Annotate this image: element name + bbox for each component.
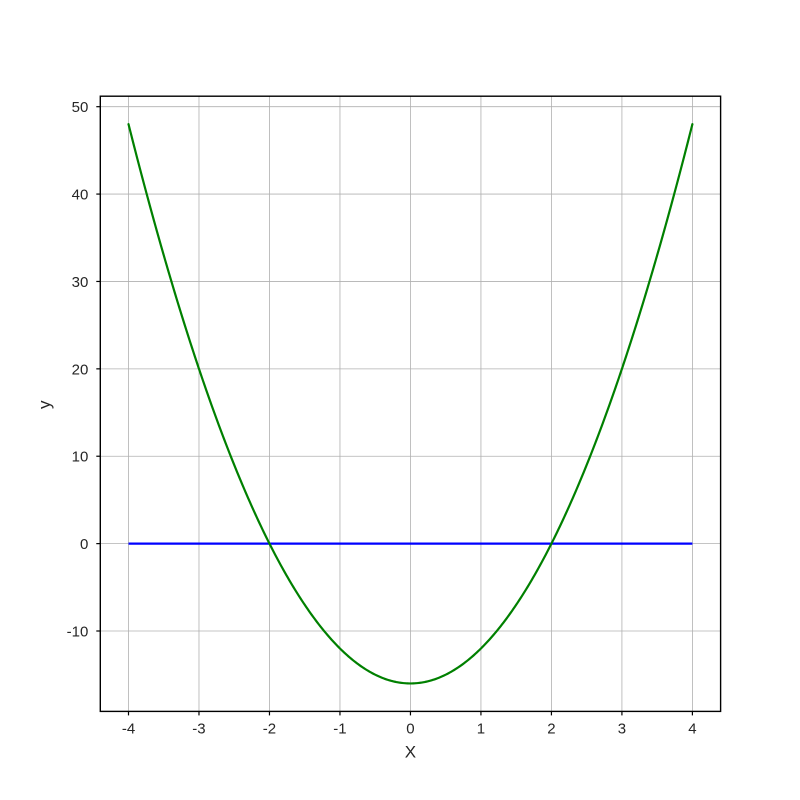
svg-text:0: 0	[80, 536, 88, 553]
svg-text:40: 40	[72, 187, 89, 204]
svg-text:y: y	[35, 400, 54, 409]
svg-text:10: 10	[72, 449, 89, 466]
svg-text:-4: -4	[122, 720, 135, 737]
svg-text:0: 0	[406, 720, 414, 737]
svg-text:-2: -2	[263, 720, 276, 737]
svg-text:-10: -10	[67, 624, 89, 641]
svg-text:-1: -1	[333, 720, 346, 737]
svg-text:20: 20	[72, 361, 89, 378]
svg-text:30: 30	[72, 274, 89, 291]
svg-text:3: 3	[618, 720, 626, 737]
svg-text:-3: -3	[192, 720, 205, 737]
svg-text:2: 2	[547, 720, 555, 737]
svg-text:4: 4	[688, 720, 696, 737]
svg-text:1: 1	[477, 720, 485, 737]
svg-text:50: 50	[72, 99, 89, 116]
svg-text:X: X	[405, 742, 416, 761]
